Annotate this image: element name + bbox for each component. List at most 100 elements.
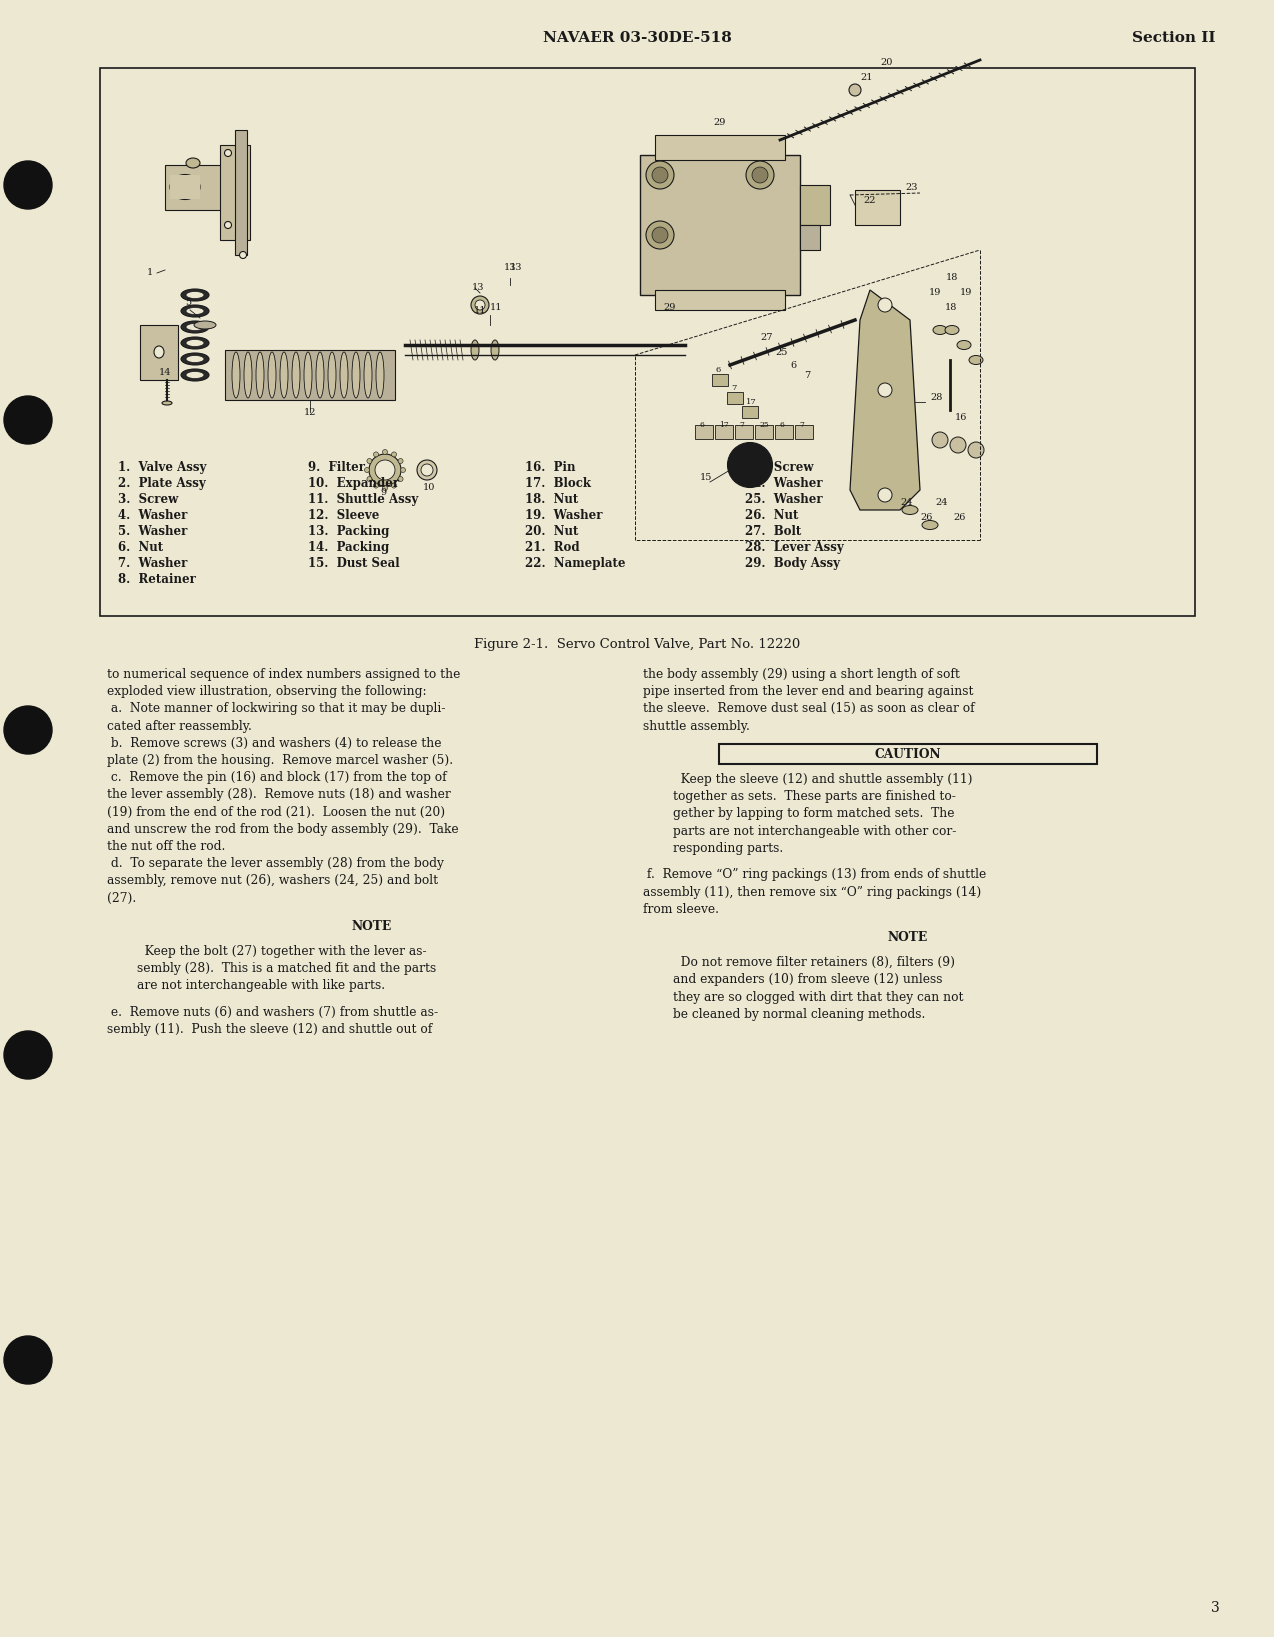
Text: 12: 12: [303, 408, 316, 417]
Ellipse shape: [154, 345, 164, 359]
Text: NOTE: NOTE: [352, 920, 392, 933]
Text: 25.  Washer: 25. Washer: [745, 493, 823, 506]
Text: 3: 3: [1210, 1601, 1219, 1616]
Text: 7: 7: [799, 421, 804, 429]
Ellipse shape: [970, 355, 984, 365]
Text: the lever assembly (28).  Remove nuts (18) and washer: the lever assembly (28). Remove nuts (18…: [107, 789, 451, 802]
Text: 7: 7: [731, 385, 736, 391]
Ellipse shape: [304, 352, 312, 398]
Ellipse shape: [397, 458, 403, 463]
Ellipse shape: [848, 83, 861, 97]
Text: 20: 20: [880, 57, 892, 67]
Ellipse shape: [256, 352, 264, 398]
Ellipse shape: [186, 372, 204, 378]
Ellipse shape: [268, 352, 276, 398]
Text: responding parts.: responding parts.: [673, 841, 784, 855]
Text: 23: 23: [905, 183, 917, 192]
Text: Keep the bolt (27) together with the lever as-: Keep the bolt (27) together with the lev…: [138, 945, 427, 958]
Bar: [169, 175, 200, 200]
Text: 26.  Nut: 26. Nut: [745, 509, 799, 522]
Bar: [220, 146, 250, 241]
Text: 27: 27: [761, 332, 772, 342]
Text: to numerical sequence of index numbers assigned to the: to numerical sequence of index numbers a…: [107, 668, 460, 681]
Text: 7: 7: [804, 372, 810, 380]
Text: f.  Remove “O” ring packings (13) from ends of shuttle: f. Remove “O” ring packings (13) from en…: [643, 868, 986, 881]
Text: the nut off the rod.: the nut off the rod.: [107, 840, 225, 853]
Text: 5: 5: [185, 298, 191, 308]
Text: together as sets.  These parts are finished to-: together as sets. These parts are finish…: [673, 791, 956, 804]
Text: cated after reassembly.: cated after reassembly.: [107, 720, 252, 733]
Ellipse shape: [727, 442, 772, 488]
Text: 5.  Washer: 5. Washer: [118, 525, 187, 539]
Ellipse shape: [186, 308, 204, 314]
Ellipse shape: [646, 160, 674, 188]
Text: 11.  Shuttle Assy: 11. Shuttle Assy: [308, 493, 418, 506]
Ellipse shape: [968, 442, 984, 458]
Ellipse shape: [340, 352, 348, 398]
Ellipse shape: [316, 352, 324, 398]
Circle shape: [4, 160, 52, 210]
Bar: [855, 190, 899, 224]
Text: 23.  Screw: 23. Screw: [745, 462, 814, 475]
Ellipse shape: [475, 300, 485, 309]
Ellipse shape: [186, 355, 204, 362]
Ellipse shape: [373, 452, 378, 457]
Text: 10.  Expander: 10. Expander: [308, 476, 399, 489]
Circle shape: [4, 1336, 52, 1383]
Ellipse shape: [878, 298, 892, 313]
Text: NAVAER 03-30DE-518: NAVAER 03-30DE-518: [543, 31, 731, 44]
Text: (27).: (27).: [107, 892, 136, 905]
Text: 19: 19: [929, 288, 941, 296]
Text: 18.  Nut: 18. Nut: [525, 493, 578, 506]
Text: 7.  Washer: 7. Washer: [118, 557, 187, 570]
Ellipse shape: [280, 352, 288, 398]
Ellipse shape: [364, 468, 369, 473]
Bar: [640, 156, 800, 295]
Ellipse shape: [245, 352, 252, 398]
Ellipse shape: [375, 460, 395, 480]
Text: Figure 2-1.  Servo Control Valve, Part No. 12220: Figure 2-1. Servo Control Valve, Part No…: [474, 638, 800, 652]
Text: 1: 1: [147, 268, 153, 277]
Ellipse shape: [376, 352, 383, 398]
Text: 19: 19: [961, 288, 972, 296]
Ellipse shape: [369, 453, 401, 486]
Text: NOTE: NOTE: [888, 931, 929, 945]
Ellipse shape: [950, 437, 966, 453]
Ellipse shape: [186, 339, 204, 347]
Ellipse shape: [878, 488, 892, 503]
Ellipse shape: [752, 167, 768, 183]
Text: 17: 17: [747, 398, 757, 406]
Text: gether by lapping to form matched sets.  The: gether by lapping to form matched sets. …: [673, 807, 954, 820]
Ellipse shape: [232, 352, 240, 398]
Text: 13: 13: [510, 264, 522, 272]
Ellipse shape: [471, 296, 489, 314]
Ellipse shape: [933, 432, 948, 449]
Text: 8.  Retainer: 8. Retainer: [118, 573, 196, 586]
Ellipse shape: [382, 486, 387, 491]
Text: Do not remove filter retainers (8), filters (9): Do not remove filter retainers (8), filt…: [673, 956, 956, 969]
Bar: [655, 290, 785, 309]
Text: 25: 25: [775, 349, 787, 357]
Text: 9: 9: [380, 488, 386, 498]
Text: 13: 13: [471, 283, 484, 291]
Text: and expanders (10) from sleeve (12) unless: and expanders (10) from sleeve (12) unle…: [673, 974, 943, 987]
Text: 16: 16: [956, 413, 967, 422]
Text: 22: 22: [864, 196, 877, 205]
Ellipse shape: [181, 354, 209, 365]
Text: be cleaned by normal cleaning methods.: be cleaned by normal cleaning methods.: [673, 1008, 925, 1021]
Ellipse shape: [181, 304, 209, 318]
Ellipse shape: [364, 352, 372, 398]
Text: 2.  Plate Assy: 2. Plate Assy: [118, 476, 205, 489]
Text: assembly, remove nut (26), washers (24, 25) and bolt: assembly, remove nut (26), washers (24, …: [107, 874, 438, 887]
Text: exploded view illustration, observing the following:: exploded view illustration, observing th…: [107, 686, 427, 699]
Polygon shape: [850, 290, 920, 511]
Ellipse shape: [652, 228, 668, 242]
Text: 25: 25: [759, 421, 768, 429]
Text: 17: 17: [719, 421, 729, 429]
Text: 28.  Lever Assy: 28. Lever Assy: [745, 540, 843, 553]
Bar: [775, 426, 792, 439]
Bar: [99, 69, 1195, 616]
Circle shape: [4, 1031, 52, 1079]
Bar: [225, 350, 395, 399]
Text: pipe inserted from the lever end and bearing against: pipe inserted from the lever end and bea…: [643, 686, 973, 699]
